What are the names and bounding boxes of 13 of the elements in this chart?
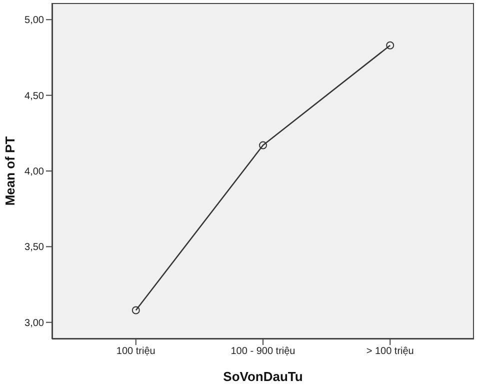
y-tick-label: 3,00	[24, 318, 44, 329]
point	[132, 306, 140, 314]
y-tick-label: 5,00	[24, 15, 44, 26]
x-tick-label: 100 - 900 triệu	[230, 346, 296, 358]
x-tick-label: 100 triệu	[116, 346, 156, 358]
y-axis-title: Mean of PT	[2, 136, 18, 206]
y-tick-label: 4,00	[24, 166, 44, 178]
point	[259, 141, 267, 150]
y-tick-label: 3,50	[24, 242, 44, 254]
point	[386, 41, 394, 50]
y-tick-label: 4,50	[24, 90, 44, 102]
x-tick-label: > 100 triệu	[366, 346, 414, 358]
x-axis-title: SoVonDauTu	[223, 369, 303, 384]
